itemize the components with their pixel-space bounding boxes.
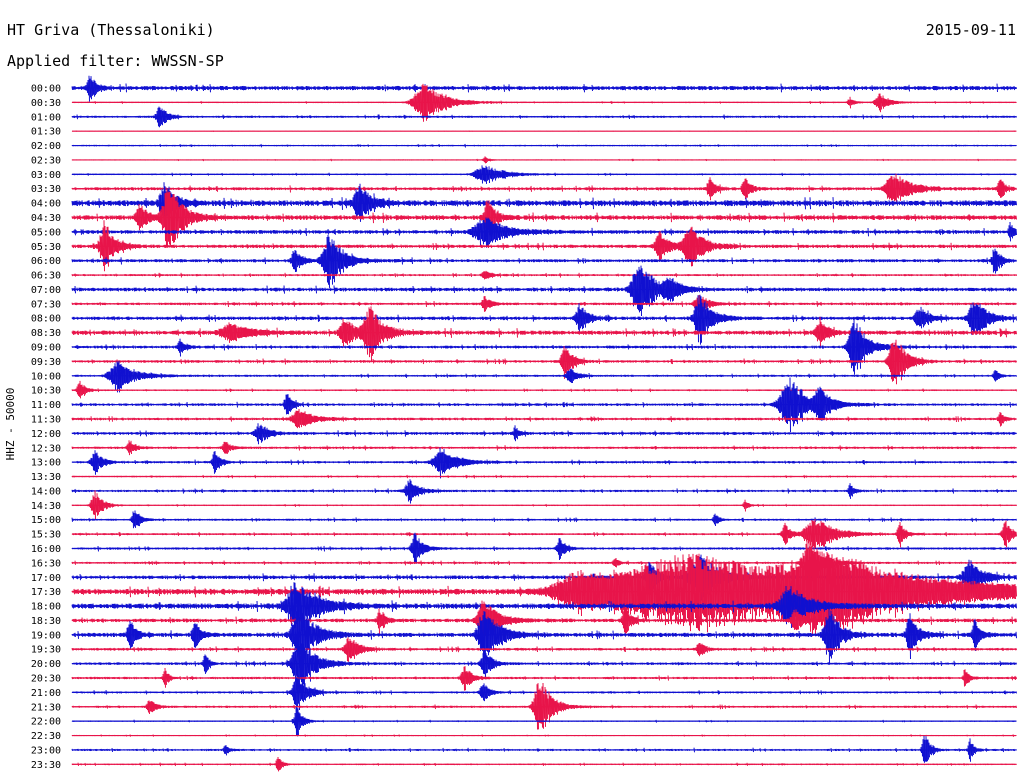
- time-tick-label: 20:00: [31, 659, 61, 670]
- time-tick-label: 23:30: [31, 760, 61, 771]
- time-tick-label: 07:00: [31, 285, 61, 296]
- trace-group: [71, 75, 1017, 772]
- time-tick-label: 02:30: [31, 155, 61, 166]
- time-tick-label: 15:00: [31, 515, 61, 526]
- time-tick-label: 16:00: [31, 544, 61, 555]
- time-tick-label: 23:00: [31, 745, 61, 756]
- station-title: HT Griva (Thessaloniki): [7, 21, 215, 39]
- time-tick-label: 04:00: [31, 199, 61, 210]
- time-tick-label: 01:30: [31, 127, 61, 138]
- time-tick-label: 03:30: [31, 184, 61, 195]
- time-tick-labels: 00:00 00:30 01:00 01:30 02:00 02:30 03:00 03:30…: [31, 84, 61, 771]
- time-tick-label: 22:30: [31, 731, 61, 742]
- time-tick-label: 19:30: [31, 645, 61, 656]
- trace-0500: [71, 217, 1017, 248]
- time-tick-label: 18:30: [31, 616, 61, 627]
- trace-1300: [71, 447, 1017, 479]
- trace-0700: [71, 265, 1017, 317]
- time-tick-label: 03:00: [31, 170, 61, 181]
- trace-0000: [71, 75, 1017, 102]
- trace-1430: [71, 490, 1017, 520]
- time-tick-label: 16:30: [31, 558, 61, 569]
- time-tick-label: 02:00: [31, 141, 61, 152]
- trace-0600: [71, 234, 1017, 288]
- time-tick-label: 12:00: [31, 429, 61, 440]
- time-tick-label: 14:00: [31, 486, 61, 497]
- trace-1900: [71, 607, 1017, 664]
- y-axis-label: HHZ - 50000: [4, 388, 17, 461]
- time-tick-label: 08:30: [31, 328, 61, 339]
- time-tick-label: 10:00: [31, 371, 61, 382]
- time-tick-label: 10:30: [31, 386, 61, 397]
- time-tick-label: 00:30: [31, 98, 61, 109]
- date-label: 2015-09-11: [926, 21, 1016, 39]
- trace-0430: [71, 189, 1017, 248]
- time-tick-label: 08:00: [31, 314, 61, 325]
- trace-1000: [71, 360, 1017, 393]
- trace-0800: [71, 294, 1017, 345]
- time-tick-label: 11:00: [31, 400, 61, 411]
- time-tick-label: 15:30: [31, 530, 61, 541]
- time-tick-label: 12:30: [31, 443, 61, 454]
- time-tick-label: 01:00: [31, 112, 61, 123]
- time-tick-label: 05:00: [31, 227, 61, 238]
- time-tick-label: 09:30: [31, 357, 61, 368]
- time-tick-label: 09:00: [31, 343, 61, 354]
- time-tick-label: 11:30: [31, 414, 61, 425]
- time-tick-label: 20:30: [31, 673, 61, 684]
- time-tick-label: 00:00: [31, 84, 61, 95]
- filter-label: Applied filter: WWSSN-SP: [7, 52, 224, 70]
- time-tick-label: 07:30: [31, 299, 61, 310]
- time-tick-label: 17:30: [31, 587, 61, 598]
- time-tick-label: 22:00: [31, 717, 61, 728]
- time-tick-label: 05:30: [31, 242, 61, 253]
- time-tick-label: 14:30: [31, 501, 61, 512]
- time-tick-label: 06:30: [31, 271, 61, 282]
- time-tick-label: 13:30: [31, 472, 61, 483]
- time-tick-label: 21:00: [31, 688, 61, 699]
- trace-0830: [71, 306, 1017, 362]
- time-tick-label: 21:30: [31, 702, 61, 713]
- time-tick-label: 06:00: [31, 256, 61, 267]
- time-tick-label: 18:00: [31, 602, 61, 613]
- time-tick-label: 17:00: [31, 573, 61, 584]
- time-tick-label: 04:30: [31, 213, 61, 224]
- time-tick-label: 13:00: [31, 458, 61, 469]
- time-tick-label: 19:00: [31, 630, 61, 641]
